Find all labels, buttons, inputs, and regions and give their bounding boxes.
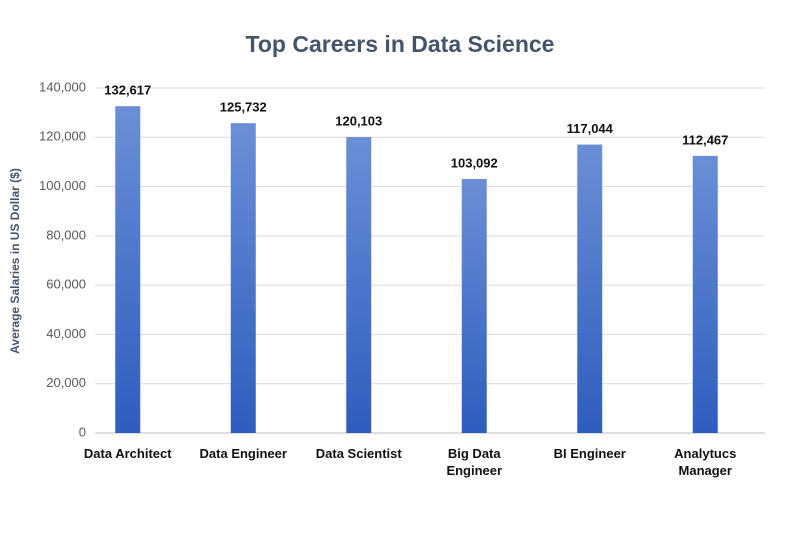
data-label: 112,467 — [682, 132, 728, 147]
x-tick-label: Data Scientist — [315, 446, 402, 461]
y-tick-label: 80,000 — [46, 227, 86, 242]
y-tick-label: 60,000 — [46, 277, 86, 292]
x-tick-label: Data Architect — [83, 446, 172, 461]
y-tick-label: 100,000 — [39, 178, 86, 193]
x-tick-label: BI Engineer — [553, 446, 626, 461]
x-tick-label: Data Engineer — [199, 446, 287, 461]
data-label: 120,103 — [335, 113, 382, 128]
y-tick-label: 120,000 — [39, 129, 86, 144]
y-tick-label: 0 — [79, 424, 86, 439]
y-tick-label: 20,000 — [46, 375, 86, 390]
bar — [115, 106, 141, 434]
x-tick-label: Analytucs Manager — [674, 446, 737, 478]
bar — [230, 123, 256, 433]
x-tick-label: Big Data Engineer — [446, 446, 503, 478]
y-tick-label: 140,000 — [39, 79, 86, 94]
bar — [577, 144, 603, 434]
bar — [461, 178, 487, 433]
data-label: 125,732 — [220, 100, 267, 115]
bar — [346, 137, 372, 433]
bar — [692, 155, 718, 433]
data-label: 103,092 — [451, 155, 498, 170]
y-tick-label: 40,000 — [46, 326, 86, 341]
data-label: 132,617 — [104, 83, 151, 98]
data-label: 117,044 — [567, 121, 614, 136]
chart-title: Top Careers in Data Science — [246, 31, 555, 57]
y-axis-label: Average Salaries in US Dollar ($) — [8, 168, 22, 354]
